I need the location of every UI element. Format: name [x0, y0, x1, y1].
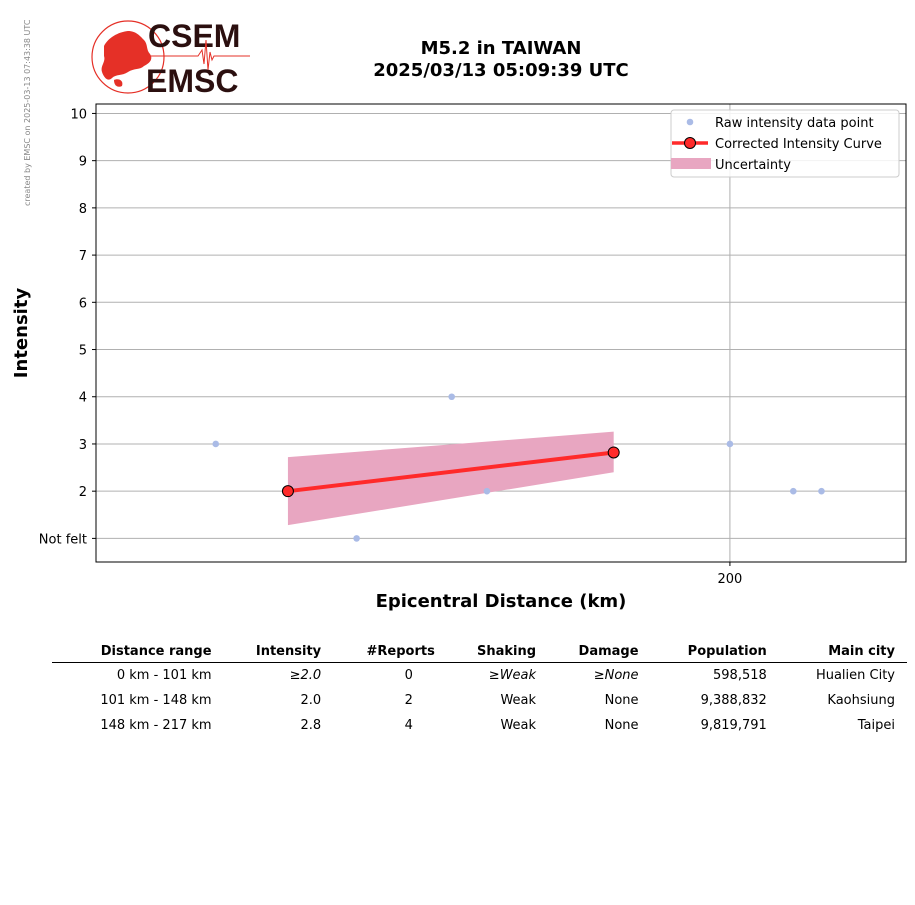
legend-box	[670, 109, 900, 178]
legend: Raw intensity data point Corrected Inten…	[670, 109, 900, 178]
legend-curve-marker	[684, 137, 696, 149]
cell-city: Hualien City	[815, 668, 895, 683]
cell-reports: 4	[404, 718, 413, 733]
y-tick-label: 2	[79, 485, 87, 500]
table-row: 148 km - 217 km 2.8 4 Weak None 9,819,79…	[52, 713, 907, 738]
title-line-1: M5.2 in TAIWAN	[420, 38, 582, 59]
logo-seismogram-icon	[150, 39, 250, 71]
curve-point	[607, 446, 620, 459]
y-tick-label: 4	[79, 391, 87, 406]
results-header: Distance range Intensity #Reports Shakin…	[52, 640, 907, 663]
cell-city: Kaohsiung	[827, 693, 895, 708]
uncertainty-band	[287, 431, 614, 526]
x-tick-label: 200	[717, 572, 742, 587]
cell-distance: 148 km - 217 km	[100, 718, 212, 733]
cell-reports: 0	[404, 668, 413, 683]
legend-uncertainty-swatch	[671, 158, 711, 169]
header-row: Distance range Intensity #Reports Shakin…	[52, 640, 907, 663]
x-axis: 200	[717, 562, 742, 587]
cell-reports: 2	[404, 693, 413, 708]
header-intensity: Intensity	[223, 640, 334, 663]
corrected-curve-line	[287, 450, 614, 494]
header-shaking: Shaking	[446, 640, 549, 663]
logo-continents	[101, 31, 152, 80]
cell-shaking: Weak	[500, 718, 537, 733]
y-tick-label: 5	[79, 344, 87, 359]
cell-population: 598,518	[713, 668, 767, 683]
legend-raw-marker	[686, 118, 694, 126]
raw-points-layer	[212, 393, 825, 542]
logo-text-bottom: EMSC	[146, 63, 238, 98]
raw-data-point	[790, 487, 797, 495]
results-body: 0 km - 101 km ≥2.0 0 ≥Weak ≥None 598,518…	[52, 663, 907, 739]
uncertainty-band-layer	[287, 431, 614, 526]
cell-population: 9,819,791	[700, 718, 767, 733]
emsc-logo: CSEM EMSC	[91, 18, 250, 98]
cell-intensity: ≥2.0	[289, 668, 322, 683]
raw-data-point	[726, 440, 734, 448]
chart-title: M5.2 in TAIWAN 2025/03/13 05:09:39 UTC	[300, 38, 702, 82]
logo-text-top: CSEM	[148, 18, 240, 54]
cell-damage: None	[604, 693, 639, 708]
cell-city: Taipei	[857, 718, 895, 733]
results-grid: Distance range Intensity #Reports Shakin…	[52, 640, 907, 738]
corrected-curve-layer	[281, 446, 620, 498]
cell-shaking: ≥Weak	[488, 668, 537, 683]
header-city: Main city	[778, 640, 907, 663]
y-tick-label: 6	[79, 296, 87, 311]
cell-population: 9,388,832	[700, 693, 767, 708]
y-tick-label: 10	[70, 107, 87, 122]
raw-data-point	[353, 535, 360, 542]
cell-distance: 101 km - 148 km	[100, 693, 212, 708]
y-tick-label: 8	[79, 202, 87, 217]
raw-data-point	[818, 487, 825, 495]
intensity-chart: Not felt 2 3 4 5 6 7 8 9 10 200 Epicentral Distan…	[11, 103, 907, 612]
title-line-2: 2025/03/13 05:09:39 UTC	[373, 60, 629, 81]
plot-frame	[95, 103, 907, 563]
y-tick-label: 3	[79, 438, 87, 453]
cell-damage: None	[604, 718, 639, 733]
cell-intensity: 2.0	[300, 693, 322, 708]
cell-shaking: Weak	[500, 693, 537, 708]
cell-distance: 0 km - 101 km	[116, 668, 212, 683]
y-axis: Not felt 2 3 4 5 6 7 8 9 10	[39, 107, 96, 547]
legend-curve-label: Corrected Intensity Curve	[715, 137, 882, 152]
header-distance: Distance range	[52, 640, 224, 663]
logo-globe-ring	[91, 20, 165, 94]
header-damage: Damage	[548, 640, 651, 663]
legend-uncertainty-label: Uncertainty	[715, 158, 791, 173]
curve-point	[281, 485, 294, 498]
table-row: 101 km - 148 km 2.0 2 Weak None 9,388,83…	[52, 688, 907, 713]
y-tick-label: 9	[79, 155, 87, 170]
y-axis-label: Intensity	[11, 288, 32, 379]
y-tick-label: Not felt	[39, 532, 87, 547]
table-row: 0 km - 101 km ≥2.0 0 ≥Weak ≥None 598,518…	[52, 663, 907, 689]
y-tick-label: 7	[79, 249, 87, 264]
x-axis-label: Epicentral Distance (km)	[376, 591, 627, 612]
cell-damage: ≥None	[593, 668, 639, 683]
raw-data-point	[448, 393, 455, 401]
header-reports: #Reports	[333, 640, 447, 663]
legend-raw-label: Raw intensity data point	[715, 116, 874, 131]
raw-data-point	[212, 440, 220, 448]
results-table: Distance range Intensity #Reports Shakin…	[52, 640, 907, 738]
raw-data-point	[483, 487, 491, 495]
cell-intensity: 2.8	[300, 718, 322, 733]
logo-island	[114, 79, 123, 87]
header-population: Population	[650, 640, 779, 663]
